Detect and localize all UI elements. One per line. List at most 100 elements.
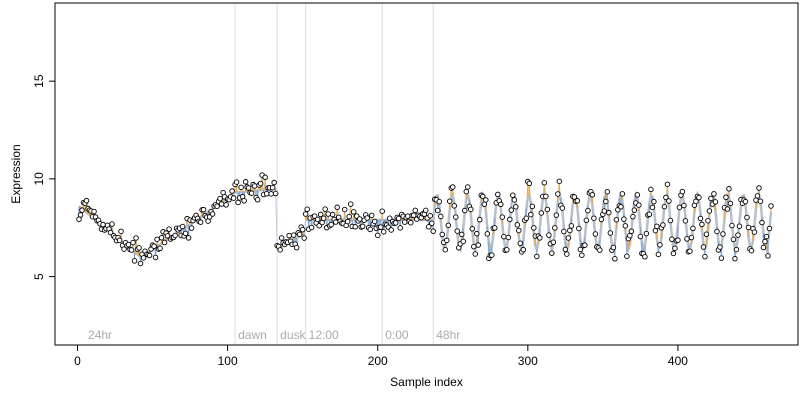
data-point bbox=[427, 212, 434, 219]
data-point bbox=[577, 246, 584, 253]
data-point bbox=[251, 183, 258, 189]
data-point bbox=[498, 201, 504, 208]
data-point bbox=[736, 223, 743, 229]
x-tick-label: 100 bbox=[218, 354, 238, 368]
data-point bbox=[460, 238, 467, 245]
data-point bbox=[100, 221, 106, 228]
data-point bbox=[613, 216, 620, 223]
data-point bbox=[233, 179, 240, 185]
data-point bbox=[537, 235, 543, 241]
data-point bbox=[109, 221, 115, 227]
data-point bbox=[269, 184, 276, 191]
data-point bbox=[696, 194, 702, 201]
data-point bbox=[622, 223, 629, 229]
data-point bbox=[299, 226, 306, 233]
data-point bbox=[628, 228, 635, 235]
data-point bbox=[474, 230, 480, 237]
x-tick-label: 200 bbox=[368, 354, 388, 368]
data-point bbox=[128, 247, 135, 253]
data-point bbox=[344, 218, 351, 225]
y-tick-label: 15 bbox=[32, 74, 46, 88]
data-point bbox=[733, 246, 740, 253]
data-point bbox=[589, 192, 596, 198]
data-point bbox=[520, 246, 527, 253]
data-point bbox=[347, 201, 354, 207]
data-point bbox=[407, 219, 414, 226]
data-point bbox=[367, 226, 373, 233]
data-point bbox=[546, 232, 552, 238]
data-point bbox=[386, 215, 393, 222]
data-point bbox=[397, 225, 403, 231]
data-point bbox=[574, 198, 581, 204]
data-point bbox=[523, 215, 530, 222]
data-point bbox=[718, 255, 725, 261]
data-point bbox=[664, 181, 671, 188]
data-point bbox=[346, 213, 352, 220]
data-point bbox=[660, 222, 666, 228]
data-point bbox=[107, 229, 114, 236]
data-point bbox=[152, 254, 159, 261]
data-point bbox=[146, 252, 153, 259]
data-point bbox=[422, 207, 429, 214]
plot-frame bbox=[54, 2, 799, 346]
data-point bbox=[293, 244, 300, 251]
data-point bbox=[549, 250, 555, 256]
data-point bbox=[435, 207, 441, 214]
data-point bbox=[229, 188, 235, 194]
data-point bbox=[352, 224, 358, 230]
data-point bbox=[634, 192, 641, 198]
data-point bbox=[751, 229, 758, 235]
data-point bbox=[248, 190, 255, 196]
data-point bbox=[651, 198, 657, 205]
data-point bbox=[200, 206, 207, 213]
data-point bbox=[529, 203, 536, 210]
data-point bbox=[359, 223, 366, 230]
data-point bbox=[301, 235, 307, 241]
data-point bbox=[401, 219, 408, 225]
data-point bbox=[158, 234, 165, 241]
data-point bbox=[492, 225, 498, 231]
data-point bbox=[754, 193, 761, 199]
y-tick-label: 5 bbox=[32, 273, 46, 280]
x-tick-label: 300 bbox=[518, 354, 538, 368]
data-point bbox=[565, 235, 572, 241]
data-point bbox=[700, 244, 707, 250]
data-point bbox=[681, 202, 687, 209]
data-point bbox=[567, 227, 573, 234]
data-point bbox=[125, 241, 132, 248]
data-point bbox=[759, 219, 765, 226]
data-point bbox=[463, 188, 470, 195]
data-point bbox=[314, 216, 321, 223]
data-point bbox=[79, 207, 85, 213]
data-point bbox=[561, 228, 567, 235]
data-point bbox=[218, 201, 225, 207]
data-point bbox=[631, 207, 638, 213]
data-point bbox=[322, 206, 328, 212]
phase-label: 12:00 bbox=[309, 328, 339, 342]
data-point bbox=[688, 234, 695, 241]
data-point bbox=[217, 195, 223, 202]
data-point bbox=[687, 248, 693, 254]
data-point bbox=[241, 198, 247, 204]
data-point bbox=[91, 208, 97, 215]
data-point bbox=[121, 246, 127, 252]
data-point bbox=[714, 228, 720, 235]
data-point bbox=[328, 221, 334, 228]
data-point bbox=[197, 219, 204, 225]
data-point bbox=[451, 203, 458, 209]
data-point bbox=[576, 225, 582, 232]
data-point bbox=[388, 227, 394, 233]
axes-layer: 0 100 200 300 400 5 10 15 bbox=[32, 74, 688, 368]
data-point bbox=[453, 214, 459, 220]
data-point bbox=[661, 203, 668, 210]
data-point bbox=[254, 197, 261, 203]
data-point bbox=[131, 258, 138, 264]
data-point bbox=[765, 253, 771, 259]
data-point bbox=[118, 228, 124, 235]
data-point bbox=[526, 180, 533, 187]
data-point bbox=[182, 230, 189, 237]
data-point bbox=[708, 195, 714, 202]
data-point bbox=[472, 251, 479, 257]
data-point bbox=[552, 225, 558, 231]
